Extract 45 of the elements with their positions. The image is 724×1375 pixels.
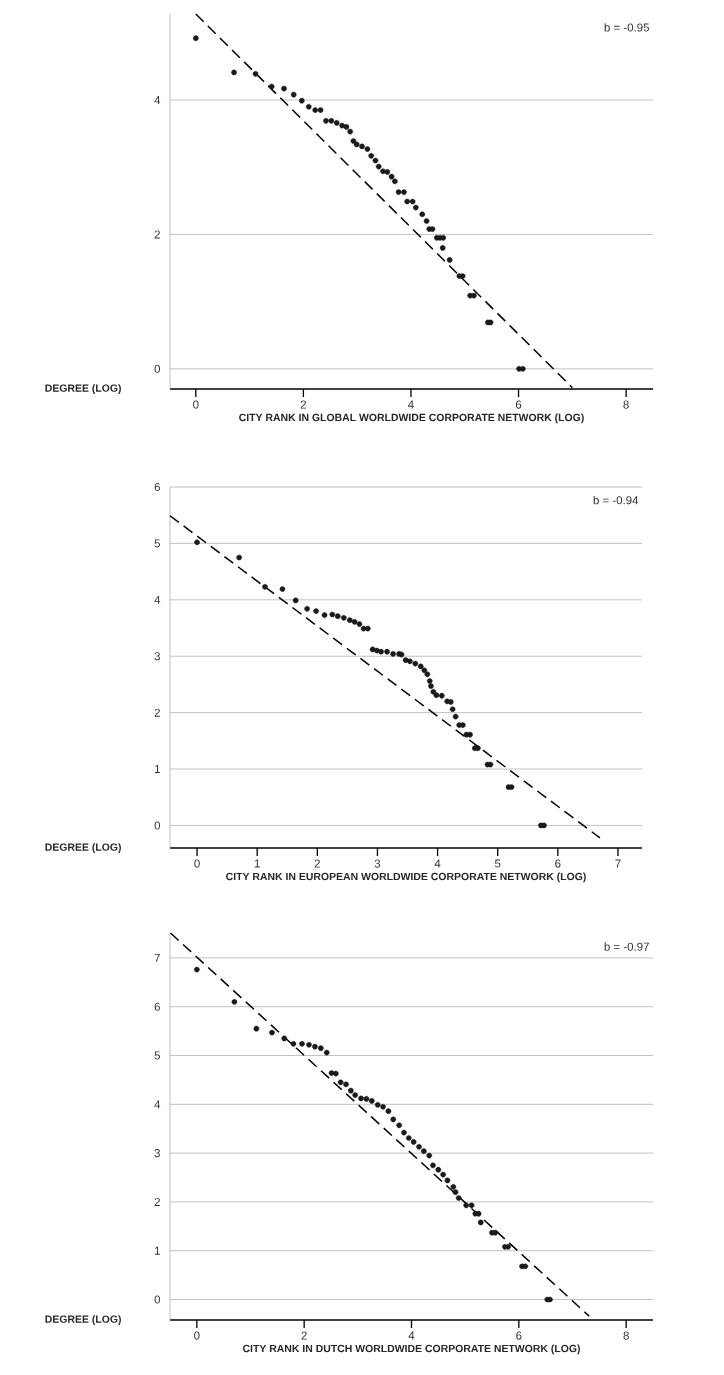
x-tick-label: 2 [300,400,306,409]
x-tick-label: 0 [194,1331,200,1340]
x-tick-label: 3 [374,859,381,868]
x-tick-label: 0 [193,400,199,409]
y-tick-label: 2 [154,230,160,239]
y-tick-label: 4 [154,96,161,104]
x-tick-label: 4 [408,1331,415,1340]
x-tick-label: 6 [555,859,561,868]
y-tick-label: 2 [154,708,160,717]
x-axis-title: CITY RANK IN EUROPEAN WORLDWIDE CORPORATE NETWORK (LOG) [226,872,586,883]
y-axis-title: DEGREE (LOG) [45,843,121,853]
y-tick-label: 6 [154,1002,160,1011]
x-axis-title: CITY RANK IN DUTCH WORLDWIDE CORPORATE NETWORK (LOG) [242,1344,580,1355]
x-tick-label: 4 [408,400,414,409]
y-tick-label: 1 [154,1246,160,1255]
y-axis-title: DEGREE (LOG) [45,384,121,394]
x-tick-label: 2 [301,1331,307,1340]
y-axis-title: DEGREE (LOG) [45,1315,121,1325]
x-tick-label: 6 [516,1331,522,1340]
y-tick-label: 0 [154,1295,161,1304]
y-tick-label: 7 [154,953,160,962]
y-tick-label: 2 [154,1197,160,1206]
x-tick-label: 5 [494,859,501,868]
x-tick-label: 6 [515,400,522,409]
y-tick-label: 5 [154,1051,160,1060]
annotation: b = -0.95 [604,23,649,32]
x-tick-label: 0 [194,859,200,868]
y-tick-label: 3 [154,1149,160,1158]
x-tick-label: 4 [434,859,441,868]
y-tick-label: 4 [154,1100,161,1109]
annotation: b = -0.97 [604,942,649,951]
y-tick-label: 4 [154,595,161,604]
y-tick-label: 0 [154,364,161,373]
x-tick-label: 8 [623,1331,629,1340]
y-tick-label: 3 [154,652,160,661]
x-tick-label: 7 [615,859,621,868]
y-tick-label: 5 [154,539,160,548]
y-tick-label: 6 [154,482,160,492]
annotation: b = -0.94 [593,495,639,505]
y-tick-label: 0 [154,821,161,830]
x-tick-label: 1 [254,859,260,868]
x-tick-label: 8 [623,400,629,409]
x-tick-label: 2 [314,859,320,868]
y-tick-label: 1 [154,765,160,773]
x-axis-title: CITY RANK IN GLOBAL WORLDWIDE CORPORATE NETWORK (LOG) [239,413,584,424]
